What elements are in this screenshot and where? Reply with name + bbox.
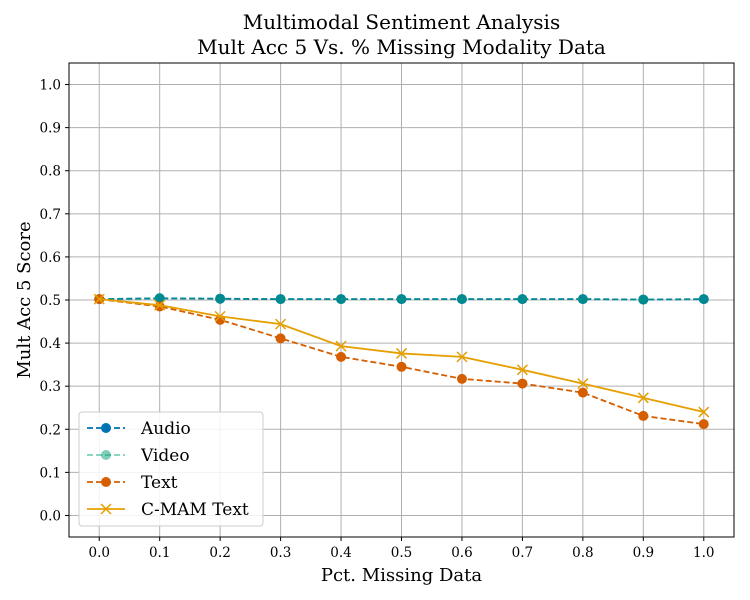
data-point-text — [577, 387, 588, 398]
marker-stroke — [395, 347, 408, 359]
y-tick-label: 0.2 — [40, 422, 61, 438]
y-tick-label: 1.0 — [40, 78, 61, 94]
data-point-c-mam-text — [698, 406, 710, 418]
data-point-text — [154, 301, 165, 312]
legend-label: Video — [140, 446, 190, 466]
legend-label: C-MAM Text — [141, 500, 249, 520]
y-tick-label: 0.9 — [40, 121, 61, 137]
data-point-text — [396, 361, 407, 372]
data-point-text — [336, 351, 347, 362]
marker-stroke — [275, 318, 287, 330]
plot-frame — [68, 62, 735, 538]
y-axis-ticks: 0.0 0.1 0.2 0.3 0.4 0.5 0.6 0.7 0.8 0.9 1.0 — [40, 78, 69, 524]
legend-label: Audio — [140, 419, 191, 439]
y-tick-label: 0.8 — [40, 164, 61, 180]
data-point-c-mam-text — [637, 392, 649, 404]
marker-stroke — [577, 378, 589, 390]
y-tick-label: 0.0 — [40, 508, 61, 524]
data-point-c-mam-text — [214, 310, 226, 322]
data-point-video — [215, 293, 226, 304]
legend-box — [78, 411, 264, 527]
series-layer — [93, 293, 710, 430]
data-point-c-mam-text — [395, 347, 408, 359]
legend-item-audio: Audio — [87, 419, 191, 439]
x-tick-label: 0.3 — [270, 545, 291, 561]
marker-stroke — [154, 299, 166, 311]
data-point-c-mam-text — [93, 293, 105, 305]
y-tick-label: 0.1 — [40, 465, 61, 481]
y-tick-label: 0.6 — [40, 250, 61, 266]
data-point-c-mam-text — [154, 299, 166, 311]
data-point-video — [577, 294, 588, 305]
data-point-text — [517, 378, 528, 389]
legend-item-text: Text — [87, 473, 178, 493]
data-point-c-mam-text — [335, 340, 347, 352]
data-point-c-mam-text — [577, 378, 589, 390]
data-point-text — [456, 373, 467, 384]
x-tick-label: 0.7 — [512, 545, 533, 561]
x-tick-label: 1.0 — [693, 545, 714, 561]
marker-stroke — [100, 503, 112, 515]
data-point-text — [698, 419, 709, 430]
marker-stroke — [516, 364, 528, 376]
data-point-video — [517, 294, 528, 305]
data-point-video — [154, 293, 165, 304]
data-point-c-mam-text — [516, 364, 528, 376]
data-point-c-mam-text — [275, 318, 287, 330]
series-c-mam-text — [93, 293, 710, 418]
x-tick-label: 0.8 — [572, 545, 593, 561]
chart-title-line1: Multimodal Sentiment Analysis — [243, 10, 560, 34]
data-point-video — [698, 294, 709, 305]
marker-stroke — [335, 340, 347, 352]
chart-title-line2: Mult Acc 5 Vs. % Missing Modality Data — [197, 35, 606, 59]
legend-label: Text — [141, 473, 178, 493]
data-point-c-mam-text — [456, 351, 468, 363]
x-tick-label: 0.2 — [209, 545, 230, 561]
data-point-text — [275, 333, 286, 344]
x-axis-label: Pct. Missing Data — [321, 565, 483, 586]
marker-stroke — [456, 351, 468, 363]
marker-stroke — [214, 310, 226, 322]
x-tick-label: 0.5 — [391, 545, 412, 561]
x-tick-label: 0.6 — [451, 545, 472, 561]
legend-marker — [101, 450, 111, 460]
data-point-video — [275, 294, 286, 305]
legend-item-c-mam-text: C-MAM Text — [87, 500, 249, 520]
marker-stroke — [93, 293, 105, 305]
data-point-text — [638, 410, 649, 421]
y-tick-label: 0.5 — [40, 293, 61, 309]
legend-item-video: Video — [87, 446, 190, 466]
legend-marker — [100, 503, 112, 515]
legend-marker — [101, 423, 111, 433]
y-tick-label: 0.7 — [40, 207, 61, 223]
data-point-video — [456, 294, 467, 305]
marker-stroke — [637, 392, 649, 404]
x-tick-label: 0.0 — [88, 545, 109, 561]
x-tick-label: 0.1 — [149, 545, 170, 561]
y-tick-label: 0.4 — [40, 336, 61, 352]
legend: Audio Video Text C-MAM Text — [78, 411, 264, 527]
data-point-video — [638, 294, 649, 305]
marker-stroke — [698, 406, 710, 418]
legend-marker — [101, 477, 111, 487]
data-point-video — [336, 294, 347, 305]
x-tick-label: 0.9 — [633, 545, 654, 561]
x-axis-ticks: 0.0 0.1 0.2 0.3 0.4 0.5 0.6 0.7 0.8 0.9 1.0 — [88, 537, 715, 561]
y-axis-label: Mult Acc 5 Score — [14, 221, 35, 378]
y-tick-label: 0.3 — [40, 379, 61, 395]
data-point-video — [396, 294, 407, 305]
x-tick-label: 0.4 — [330, 545, 351, 561]
